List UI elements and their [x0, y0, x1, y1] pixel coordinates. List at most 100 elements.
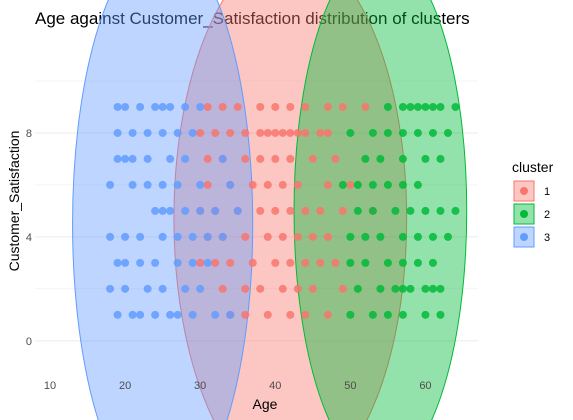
cluster-1-point	[263, 180, 272, 189]
cluster-3-point	[181, 206, 190, 215]
x-tick-label: 20	[119, 380, 131, 392]
cluster-1-point	[196, 258, 205, 267]
cluster-1-point	[293, 232, 302, 241]
cluster-3-point	[173, 232, 182, 241]
cluster-3-point	[181, 154, 190, 163]
cluster-3-point	[188, 232, 197, 241]
cluster-2-point	[368, 206, 377, 215]
cluster-1-point	[323, 232, 332, 241]
cluster-1-point	[203, 154, 212, 163]
cluster-2-point	[368, 180, 377, 189]
cluster-1-point	[226, 258, 235, 267]
cluster-1-point	[248, 180, 257, 189]
cluster-2-point	[436, 284, 445, 293]
cluster-3-point	[128, 180, 137, 189]
x-tick-label: 60	[419, 380, 431, 392]
cluster-1-point	[301, 258, 310, 267]
cluster-2-point	[443, 232, 452, 241]
cluster-1-point	[286, 310, 295, 319]
cluster-1-point	[203, 102, 212, 111]
cluster-1-point	[256, 284, 265, 293]
cluster-1-point	[218, 102, 227, 111]
cluster-2-point	[398, 102, 407, 111]
cluster-3-point	[166, 102, 175, 111]
cluster-3-point	[166, 206, 175, 215]
cluster-3-point	[196, 206, 205, 215]
cluster-3-point	[151, 310, 160, 319]
cluster-2-point	[436, 102, 445, 111]
cluster-3-point	[158, 232, 167, 241]
y-tick-label: 0	[26, 336, 32, 348]
y-axis-title: Customer_Satisfaction	[6, 131, 22, 272]
cluster-2-point	[383, 310, 392, 319]
cluster-2-point	[436, 206, 445, 215]
cluster-1-point	[338, 284, 347, 293]
x-tick-label: 50	[344, 380, 356, 392]
cluster-1-point	[256, 102, 265, 111]
cluster-2-point	[353, 206, 362, 215]
cluster-1-point	[271, 258, 280, 267]
x-axis-title: Age	[253, 396, 278, 412]
legend: cluster 1 2 3	[512, 159, 554, 248]
cluster-1-point	[331, 154, 340, 163]
cluster-1-point	[338, 102, 347, 111]
cluster-1-point	[211, 128, 220, 137]
cluster-1-point	[241, 232, 250, 241]
cluster-3-point	[158, 180, 167, 189]
cluster-2-point	[413, 102, 422, 111]
cluster-1-point	[316, 206, 325, 215]
cluster-3-point	[143, 180, 152, 189]
cluster-3-point	[166, 310, 175, 319]
cluster-1-point	[301, 310, 310, 319]
cluster-2-point	[361, 258, 370, 267]
cluster-3-point	[136, 232, 145, 241]
cluster-3-point	[143, 284, 152, 293]
cluster-2-point	[428, 128, 437, 137]
cluster-3-point	[151, 258, 160, 267]
cluster-1-point	[278, 232, 287, 241]
chart-title: Age against Customer_Satisfaction distri…	[35, 9, 470, 28]
cluster-3-point	[226, 180, 235, 189]
cluster-2-point	[398, 232, 407, 241]
cluster-3-point	[136, 102, 145, 111]
cluster-2-point	[383, 258, 392, 267]
cluster-1-point	[316, 258, 325, 267]
cluster-1-point	[293, 284, 302, 293]
cluster-1-point	[331, 258, 340, 267]
cluster-3-point	[181, 102, 190, 111]
cluster-2-point	[338, 180, 347, 189]
cluster-1-point	[226, 128, 235, 137]
cluster-2-point	[406, 284, 415, 293]
cluster-3-point	[106, 180, 115, 189]
cluster-3-point	[173, 258, 182, 267]
cluster-1-point	[346, 180, 355, 189]
cluster-1-point	[241, 128, 250, 137]
cluster-2-point	[346, 310, 355, 319]
cluster-1-point	[323, 128, 332, 137]
cluster-3-point	[113, 154, 122, 163]
cluster-1-point	[241, 284, 250, 293]
cluster-1-point	[308, 154, 317, 163]
cluster-2-point	[436, 310, 445, 319]
cluster-2-point	[346, 258, 355, 267]
cluster-3-point	[173, 310, 182, 319]
cluster-3-point	[158, 284, 167, 293]
cluster-2-point	[421, 310, 430, 319]
cluster-1-point	[218, 284, 227, 293]
cluster-2-point	[428, 258, 437, 267]
legend-label-3: 3	[544, 232, 550, 244]
cluster-2-point	[353, 284, 362, 293]
cluster-3-point	[166, 154, 175, 163]
cluster-3-point	[173, 180, 182, 189]
x-tick-label: 10	[44, 380, 56, 392]
y-tick-labels: 0 4 8	[26, 128, 32, 348]
cluster-2-point	[398, 310, 407, 319]
cluster-1-point	[308, 232, 317, 241]
cluster-2-point	[361, 232, 370, 241]
legend-label-2: 2	[544, 209, 550, 221]
cluster-2-point	[398, 180, 407, 189]
legend-label-1: 1	[544, 186, 550, 198]
cluster-3-point	[203, 232, 212, 241]
cluster-1-point	[248, 258, 257, 267]
cluster-2-point	[436, 154, 445, 163]
